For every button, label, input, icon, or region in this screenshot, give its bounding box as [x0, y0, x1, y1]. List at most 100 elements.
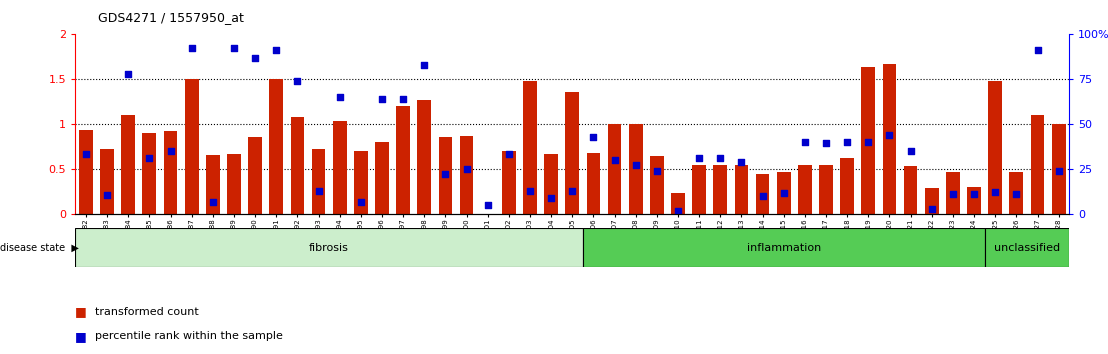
Point	[521, 188, 538, 194]
Point	[881, 132, 899, 138]
Point	[711, 155, 729, 161]
Bar	[353, 151, 368, 214]
Bar	[269, 79, 284, 214]
Bar	[206, 155, 219, 214]
Bar	[671, 193, 685, 214]
Point	[965, 192, 983, 197]
Point	[183, 45, 201, 51]
Bar	[502, 151, 515, 214]
Bar	[692, 165, 706, 214]
Bar	[565, 92, 579, 214]
Point	[585, 135, 603, 140]
Text: GDS4271 / 1557950_at: GDS4271 / 1557950_at	[98, 11, 244, 24]
Bar	[100, 149, 114, 214]
Bar	[861, 67, 875, 214]
Bar	[227, 154, 240, 214]
Bar	[544, 154, 558, 214]
Point	[944, 192, 962, 197]
Bar	[756, 175, 769, 214]
Point	[437, 172, 454, 177]
Point	[267, 47, 285, 53]
Bar	[586, 153, 601, 214]
Bar	[79, 130, 93, 214]
Point	[416, 62, 433, 68]
Bar	[185, 79, 198, 214]
Point	[204, 200, 222, 205]
Bar	[607, 124, 622, 214]
Point	[162, 148, 179, 154]
Bar	[988, 81, 1002, 214]
Point	[309, 188, 327, 194]
Point	[986, 189, 1004, 194]
Point	[860, 139, 878, 145]
Point	[818, 140, 835, 146]
Bar	[1009, 172, 1023, 214]
Bar	[1051, 124, 1066, 214]
Bar	[460, 136, 473, 214]
Point	[542, 195, 560, 201]
Point	[690, 155, 708, 161]
Bar	[819, 165, 833, 214]
Bar	[629, 124, 643, 214]
Point	[141, 155, 158, 161]
Bar	[376, 142, 389, 214]
Point	[331, 94, 349, 99]
Bar	[925, 188, 938, 214]
Text: unclassified: unclassified	[994, 243, 1060, 253]
Point	[225, 45, 243, 51]
Bar	[735, 165, 748, 214]
Point	[373, 96, 391, 102]
Text: fibrosis: fibrosis	[309, 243, 349, 253]
Bar	[248, 137, 261, 214]
Bar	[418, 99, 431, 214]
Point	[796, 139, 813, 145]
Point	[500, 151, 517, 156]
Point	[246, 55, 264, 61]
Point	[923, 206, 941, 212]
Point	[1049, 168, 1067, 174]
Bar	[311, 149, 326, 214]
Point	[753, 193, 771, 199]
Point	[648, 168, 666, 174]
Bar	[946, 172, 960, 214]
Point	[99, 192, 116, 198]
Bar	[777, 172, 791, 214]
Bar	[714, 165, 727, 214]
Bar	[798, 165, 812, 214]
Bar	[332, 121, 347, 214]
Bar	[122, 115, 135, 214]
Point	[669, 208, 687, 213]
Point	[606, 157, 624, 163]
Bar	[985, 228, 1069, 267]
Point	[1028, 47, 1046, 53]
Point	[902, 148, 920, 154]
Bar	[883, 64, 896, 214]
Bar	[1030, 115, 1045, 214]
Bar	[75, 228, 583, 267]
Bar	[583, 228, 985, 267]
Point	[352, 200, 370, 205]
Bar	[650, 156, 664, 214]
Point	[839, 139, 856, 145]
Point	[1007, 192, 1025, 197]
Point	[120, 72, 137, 77]
Bar	[143, 133, 156, 214]
Point	[732, 159, 750, 165]
Bar	[164, 131, 177, 214]
Point	[78, 151, 95, 156]
Point	[627, 162, 645, 167]
Bar	[397, 106, 410, 214]
Bar	[840, 158, 854, 214]
Point	[394, 96, 412, 102]
Point	[458, 166, 475, 172]
Bar	[967, 187, 981, 214]
Text: transformed count: transformed count	[95, 307, 199, 316]
Text: disease state  ▶: disease state ▶	[0, 243, 79, 253]
Bar	[290, 117, 305, 214]
Point	[564, 188, 582, 194]
Text: ■: ■	[75, 330, 88, 343]
Text: inflammation: inflammation	[747, 243, 821, 253]
Text: percentile rank within the sample: percentile rank within the sample	[95, 331, 284, 341]
Point	[288, 79, 306, 84]
Point	[774, 190, 792, 195]
